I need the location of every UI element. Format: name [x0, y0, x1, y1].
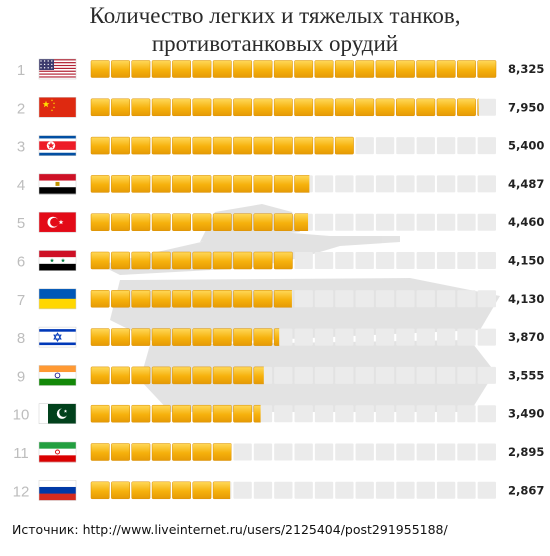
bar-track	[91, 98, 496, 116]
bar	[90, 443, 232, 461]
value-label: 3,490	[508, 407, 544, 421]
israel-flag-icon	[38, 326, 77, 348]
value-label: 4,150	[508, 254, 544, 268]
bar-track	[91, 175, 496, 193]
title-line-1: Количество легких и тяжелых танков,	[89, 3, 461, 28]
chart-row: 3 5,400	[17, 135, 544, 156]
bar	[90, 175, 310, 193]
chart-row: 10 3,490	[13, 403, 544, 424]
bar	[90, 366, 264, 385]
chart-row: 2 7,950	[17, 97, 544, 118]
bar	[90, 251, 293, 270]
value-label: 4,130	[508, 292, 544, 306]
rank-label: 4	[17, 177, 25, 194]
rank-label: 3	[17, 139, 25, 156]
bar-track	[91, 481, 496, 499]
chart-row: 8 3,870	[17, 326, 544, 348]
ukraine-flag-icon	[38, 288, 77, 310]
bar	[90, 136, 354, 155]
bar	[90, 481, 231, 500]
iran-flag-icon	[38, 441, 77, 463]
chart-row: 5 4,460	[17, 211, 544, 233]
egypt-flag-icon	[38, 173, 77, 195]
bar	[90, 98, 479, 117]
chart-row: 11 2,895	[13, 441, 544, 463]
bar	[90, 60, 497, 78]
value-label: 2,895	[508, 445, 544, 459]
turkey-flag-icon	[38, 211, 77, 233]
rank-label: 2	[17, 100, 25, 117]
rank-label: 9	[17, 368, 25, 385]
chart-row: 12 2,867	[13, 480, 544, 501]
bar-track	[91, 137, 496, 155]
rank-label: 8	[17, 330, 25, 347]
north-korea-flag-icon	[38, 135, 77, 156]
value-label: 3,555	[508, 368, 544, 382]
bar	[90, 290, 292, 308]
bar-track	[91, 443, 496, 461]
rank-label: 12	[13, 483, 30, 500]
chart-title: Количество легких и тяжелых танков, прот…	[0, 2, 550, 58]
china-flag-icon	[38, 97, 77, 118]
chart-row: 9 3,555	[17, 365, 544, 386]
chart-row: 1 8,325	[17, 58, 544, 80]
value-label: 5,400	[508, 139, 544, 153]
bar-track	[91, 60, 496, 78]
source-caption: Источник: http://www.liveinternet.ru/use…	[12, 522, 448, 537]
chart-row: 7 4,130	[17, 288, 544, 310]
rank-label: 7	[17, 292, 25, 309]
russia-flag-icon	[38, 480, 77, 501]
value-label: 4,487	[508, 177, 544, 191]
chart-row: 6 4,150	[17, 250, 544, 271]
rank-label: 1	[17, 62, 25, 79]
bar	[90, 404, 261, 423]
syria-flag-icon	[38, 250, 77, 271]
value-label: 4,460	[508, 215, 544, 229]
bar	[90, 328, 280, 346]
value-label: 8,325	[508, 62, 544, 76]
rank-label: 11	[13, 445, 29, 462]
rank-label: 10	[13, 407, 30, 424]
title-line-2: противотанковых орудий	[151, 31, 399, 56]
usa-flag-icon	[38, 58, 77, 80]
value-label: 3,870	[508, 330, 544, 344]
rank-label: 6	[17, 254, 25, 271]
india-flag-icon	[38, 365, 77, 386]
value-label: 7,950	[508, 100, 544, 114]
bar	[90, 213, 309, 231]
rank-label: 5	[17, 215, 25, 232]
chart-row: 4 4,487	[17, 173, 544, 195]
value-label: 2,867	[508, 483, 544, 497]
pakistan-flag-icon	[38, 403, 77, 424]
